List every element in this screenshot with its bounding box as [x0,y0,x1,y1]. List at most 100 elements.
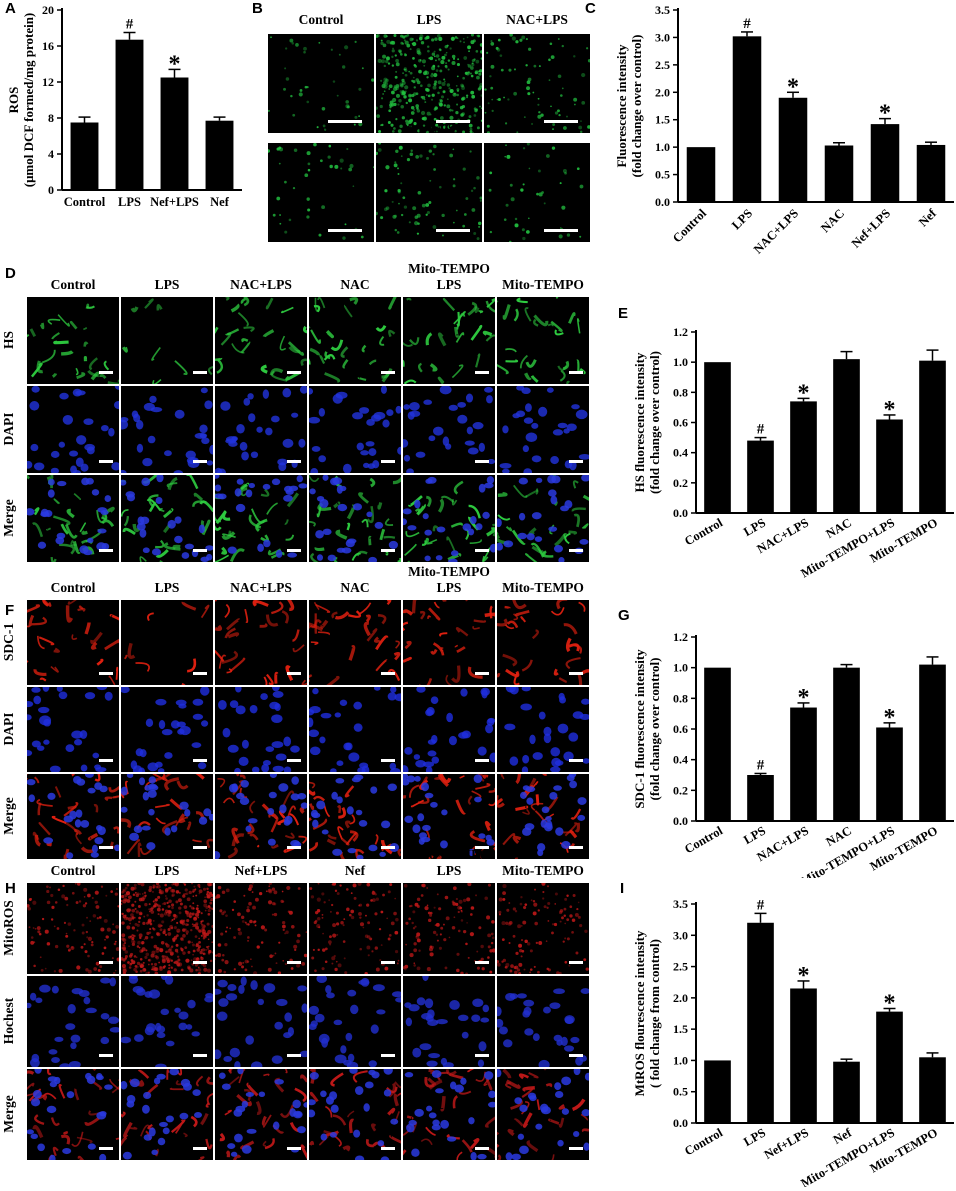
y-tick-label: 0.5 [655,168,670,182]
micrograph-panel [121,1069,213,1160]
x-tick-label: Control [682,823,725,856]
x-tick-label: Control [682,1125,725,1158]
significance-marker: * [787,74,799,100]
y-tick-label: 1.5 [655,113,670,127]
scale-bar [475,1054,489,1057]
row-label: MitoROS [1,899,16,956]
column-label: LPS [436,580,462,595]
tile-title: NAC [306,121,336,136]
micrograph-panel [27,475,119,562]
micrograph-panel [403,475,495,562]
y-tick-label: 0.4 [673,446,688,460]
scale-bar [381,371,395,374]
micrograph-panel [309,976,401,1067]
column-label: NAC+LPS [230,580,292,595]
scale-bar [193,371,207,374]
panel-letter-f: F [5,602,15,619]
micrograph-panel [403,687,495,772]
y-axis-label: MtROS flourescence intensity [632,930,647,1096]
chart-c: 0.0 0.5 1.0 1.5 2.0 2.5 3.0 3.5 Fluorescence int… [614,3,954,257]
micrograph-panel [309,687,401,772]
x-tick-label: Control [64,195,106,209]
y-tick-label: 1.5 [673,1022,688,1036]
scale-bar [569,549,583,552]
y-tick-label: 20 [42,3,54,17]
y-axis-label: (fold change over control) [629,35,644,178]
scale-bar [193,961,207,964]
micrograph-panel [403,297,495,384]
scale-bar [544,120,578,123]
scale-bar [569,759,583,762]
scale-bar [569,846,583,849]
chart-a: 0 4 8 12 16 20 ROS (μmol DCF formed/mg protein)… [6,3,242,209]
micrograph-panel [403,600,495,685]
bar-control [70,122,99,190]
micrograph-panel [121,883,213,974]
y-tick-label: 2.0 [655,85,670,99]
y-tick-label: 2.5 [673,960,688,974]
scale-bar [193,1147,207,1150]
column-label: Control [50,277,96,292]
tile-title: Control [298,12,344,27]
micrograph-panel [403,883,495,974]
scale-bar [381,460,395,463]
scale-bar [381,672,395,675]
micrograph-panel [27,600,119,685]
significance-marker: * [884,990,896,1016]
scale-bar [544,229,578,232]
y-axis-label: Fluorescence intensity [614,44,629,167]
micrograph-panel [121,386,213,473]
micrograph-panel [484,143,590,242]
column-label: Nef+LPS [234,863,288,878]
scale-bar [193,672,207,675]
y-tick-label: 3.5 [673,897,688,911]
column-label: Mito-TEMPO [502,863,584,878]
micrograph-panel [27,386,119,473]
y-tick-label: 3.5 [655,3,670,17]
scale-bar [99,961,113,964]
scale-bar [99,846,113,849]
micrograph-panel [215,475,307,562]
scale-bar [569,1147,583,1150]
chart-e: 0.0 0.2 0.4 0.6 0.8 1.0 1.2 HS fluorescence int… [632,325,954,580]
scale-bar [436,229,470,232]
micrograph-panel [27,1069,119,1160]
micrograph-panel [484,34,590,133]
x-tick-label: LPS [118,195,141,209]
column-label: LPS [436,863,462,878]
micrograph-panel [215,1069,307,1160]
tile-title: LPS [416,12,442,27]
scale-bar [569,672,583,675]
micrograph-panel [309,774,401,859]
y-tick-label: 0.0 [673,506,688,520]
scale-bar [287,1147,301,1150]
x-tick-label: Control [670,206,710,246]
significance-marker: * [798,685,810,711]
scale-bar [569,961,583,964]
micrograph-panel [376,143,482,242]
significance-marker: * [879,101,891,127]
y-tick-label: 3.0 [673,928,688,942]
micrograph-panel [309,386,401,473]
y-tick-label: 0.5 [673,1085,688,1099]
x-tick-label: LPS [729,206,755,232]
micrograph-panel [309,600,401,685]
bar-nac-lps [790,707,817,821]
micrograph-panel [309,1069,401,1160]
scale-bar [99,460,113,463]
y-tick-label: 1.0 [673,355,688,369]
scale-bar [475,759,489,762]
micrograph-panel [215,774,307,859]
y-tick-label: 0.0 [655,195,670,209]
column-label: NAC [340,580,370,595]
scale-bar [99,1147,113,1150]
tile-title: NAC+LPS [506,12,568,27]
column-label: Nef [344,863,366,878]
micrograph-panel [27,883,119,974]
panel-letter-b: B [252,0,263,17]
scale-bar [381,846,395,849]
x-tick-label: LPS [741,823,768,847]
micrograph-panel [121,475,213,562]
bar-lps [747,775,774,821]
bar-nac-lps [790,401,817,513]
